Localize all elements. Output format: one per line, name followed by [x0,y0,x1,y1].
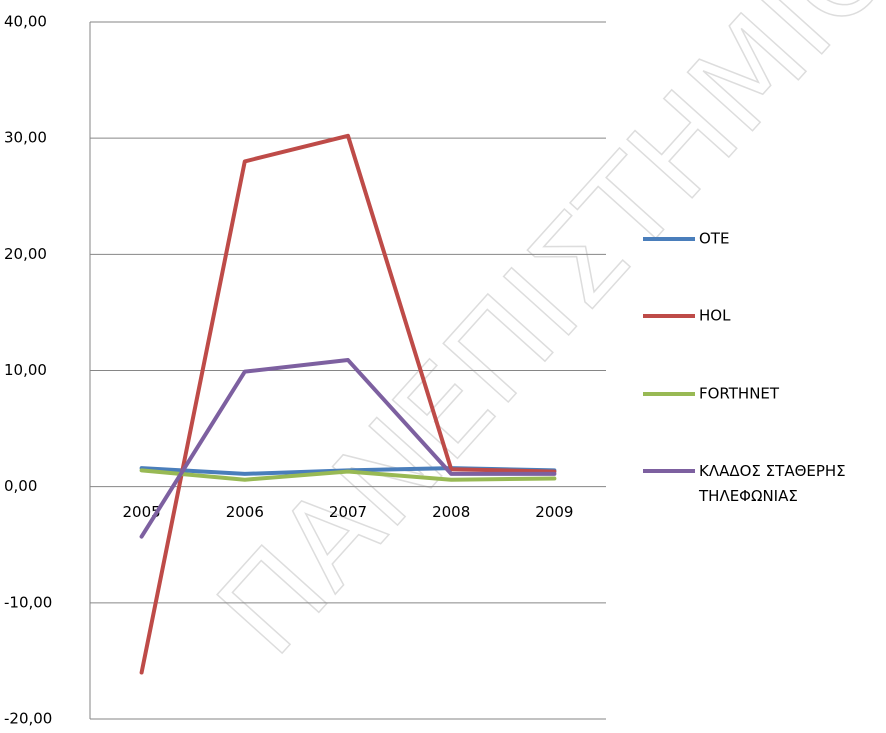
y-tick-label: -10,00 [4,593,52,611]
series-line [139,358,557,539]
legend-label: HOL [699,307,731,325]
y-tick-label: 30,00 [4,129,47,147]
y-tick-label: 20,00 [4,245,47,263]
series-line [139,133,557,675]
legend-label: ΚΛΑΔΟΣ ΣΤΑΘΕΡΗΣ ΤΗΛΕΦΩΝΙΑΣ [698,462,850,505]
y-tick-label: -20,00 [4,710,52,728]
y-tick-label: 40,00 [4,13,47,31]
x-tick-label: 2009 [535,503,573,521]
watermark: ΠΑΝΕΠΙΣΤΗΜΙΟ [193,0,886,681]
legend-label: FORTHNET [699,385,780,403]
y-tick-label: 10,00 [4,361,47,379]
series-line [139,468,557,482]
legend-label: OTE [699,230,729,248]
x-tick-label: 2006 [226,503,264,521]
y-tick-label: 0,00 [4,477,37,495]
x-tick-label: 2005 [123,503,161,521]
x-tick-label: 2007 [329,503,367,521]
x-tick-label: 2008 [432,503,470,521]
